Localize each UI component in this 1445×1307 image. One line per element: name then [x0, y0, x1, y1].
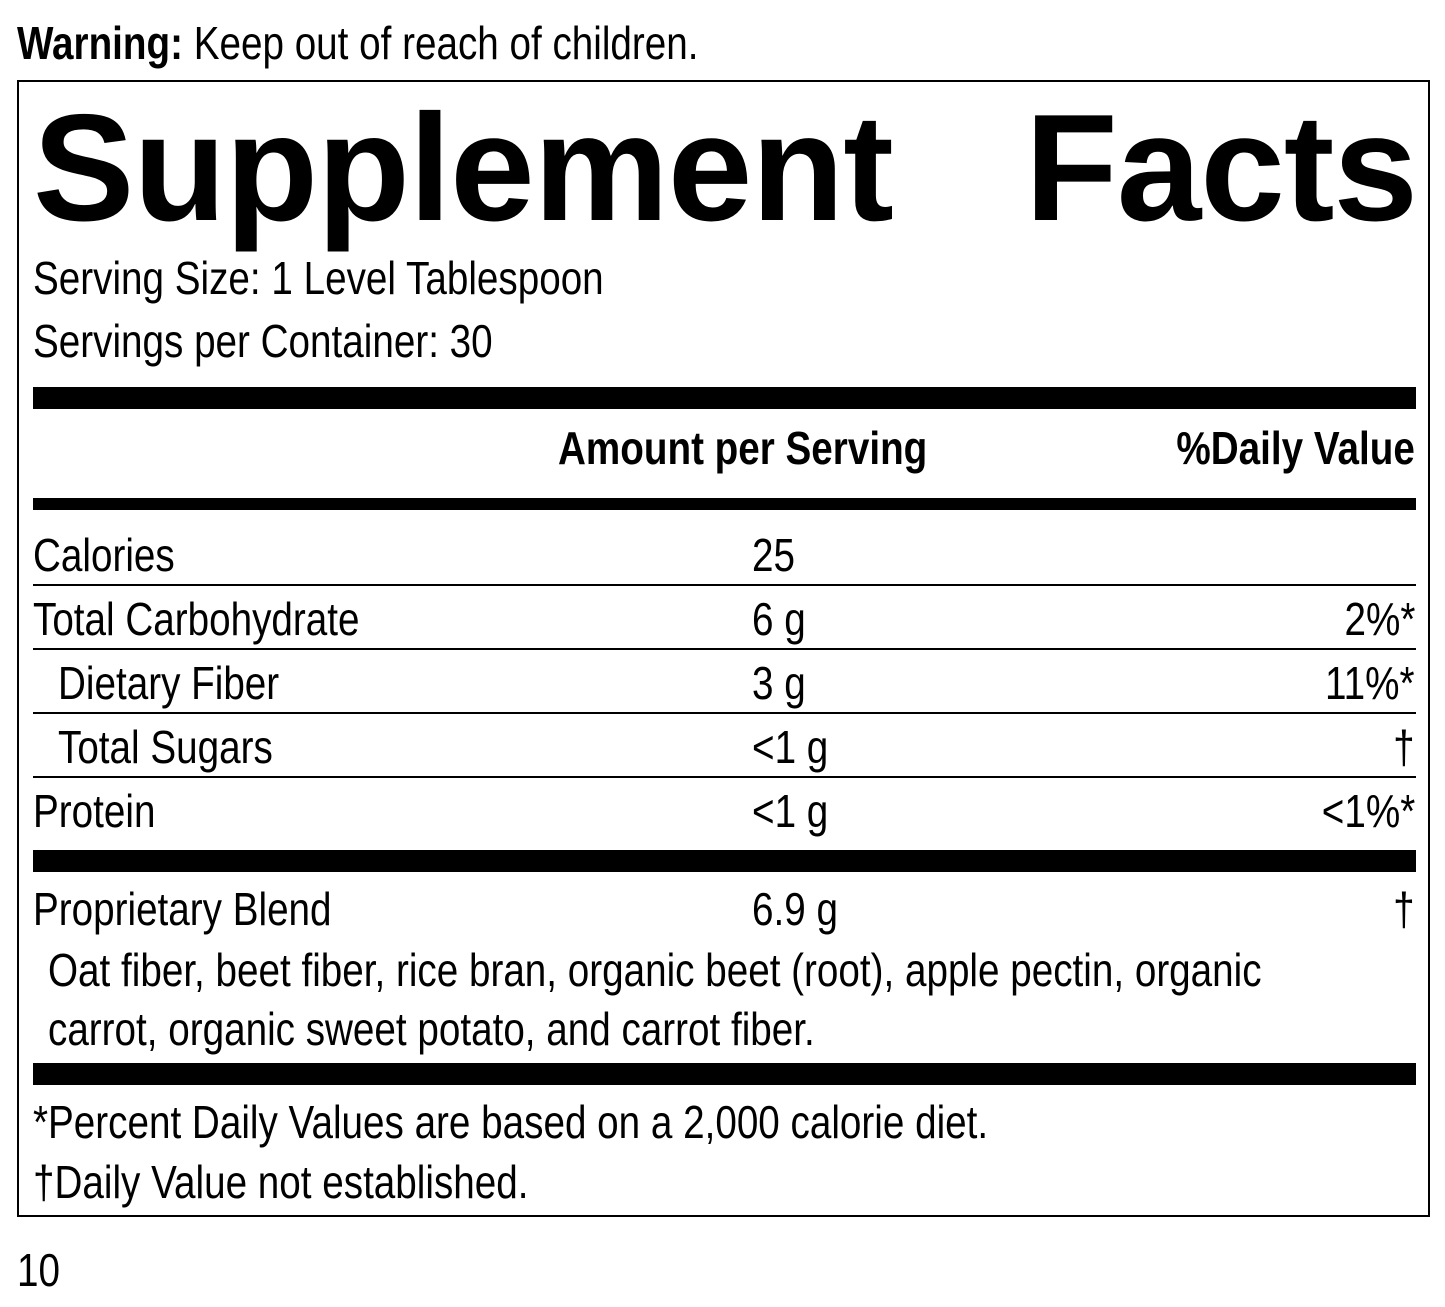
row-divider [33, 776, 1416, 778]
row-divider [33, 712, 1416, 714]
header-daily-value: %Daily Value [1176, 422, 1415, 474]
nutrient-row: 2%* [1331, 596, 1415, 642]
nutrient-amount: <1 g [752, 785, 829, 837]
row-divider [33, 648, 1416, 650]
nutrient-row: Total Carbohydrate [33, 596, 422, 642]
nutrient-name: Calories [33, 529, 175, 581]
nutrient-row: 11%* [1308, 660, 1415, 706]
servings-per-container: Servings per Container: 30 [33, 315, 493, 367]
row-divider [33, 584, 1416, 586]
panel-title: Supplement Facts [33, 83, 1418, 253]
page-number: 10 [17, 1244, 60, 1296]
thick-divider [33, 1063, 1416, 1085]
blend-ingredients-line1: Oat fiber, beet fiber, rice bran, organi… [48, 944, 1262, 996]
nutrient-name: Total Sugars [58, 721, 273, 773]
warning-text: Keep out of reach of children. [182, 17, 699, 69]
nutrient-amount: 25 [752, 529, 795, 581]
nutrient-row: 3 g [752, 660, 816, 706]
nutrient-row: 25 [752, 532, 803, 578]
blend-dv: † [1393, 883, 1415, 935]
warning-label: Warning: [17, 17, 183, 69]
supplement-facts-panel [17, 80, 1430, 1217]
blend-name: Proprietary Blend [33, 883, 332, 935]
footnote-dv-not-established: †Daily Value not established. [33, 1156, 529, 1208]
nutrient-daily-value: <1%* [1321, 785, 1415, 837]
warning: Warning: Keep out of reach of children. [17, 20, 828, 66]
nutrient-row: Total Sugars [58, 724, 314, 770]
blend-amount: 6.9 g [752, 883, 838, 935]
header-amount: Amount per Serving [558, 422, 928, 474]
nutrient-amount: <1 g [752, 721, 829, 773]
nutrient-amount: 6 g [752, 593, 806, 645]
nutrient-row: Dietary Fiber [58, 660, 321, 706]
medium-divider [33, 498, 1416, 510]
nutrient-name: Protein [33, 785, 156, 837]
nutrient-row: <1%* [1304, 788, 1415, 834]
serving-size: Serving Size: 1 Level Tablespoon [33, 252, 604, 304]
nutrient-row: Protein [33, 788, 179, 834]
title-word-facts: Facts [1024, 83, 1418, 253]
title-word-supplement: Supplement [33, 83, 894, 253]
nutrient-amount: 3 g [752, 657, 806, 709]
nutrient-name: Dietary Fiber [58, 657, 280, 709]
nutrient-daily-value: 2%* [1344, 593, 1415, 645]
nutrient-row: <1 g [752, 724, 843, 770]
thick-divider [33, 850, 1416, 872]
thick-divider [33, 387, 1416, 409]
nutrient-row: 6 g [752, 596, 816, 642]
nutrient-daily-value: † [1393, 721, 1415, 773]
nutrient-daily-value: 11%* [1325, 657, 1415, 709]
nutrient-row: <1 g [752, 788, 843, 834]
nutrient-row: Calories [33, 532, 202, 578]
nutrient-name: Total Carbohydrate [33, 593, 360, 645]
footnote-percent-dv: *Percent Daily Values are based on a 2,0… [33, 1096, 989, 1148]
nutrient-row: † [1389, 724, 1415, 770]
blend-ingredients-line2: carrot, organic sweet potato, and carrot… [48, 1003, 815, 1055]
